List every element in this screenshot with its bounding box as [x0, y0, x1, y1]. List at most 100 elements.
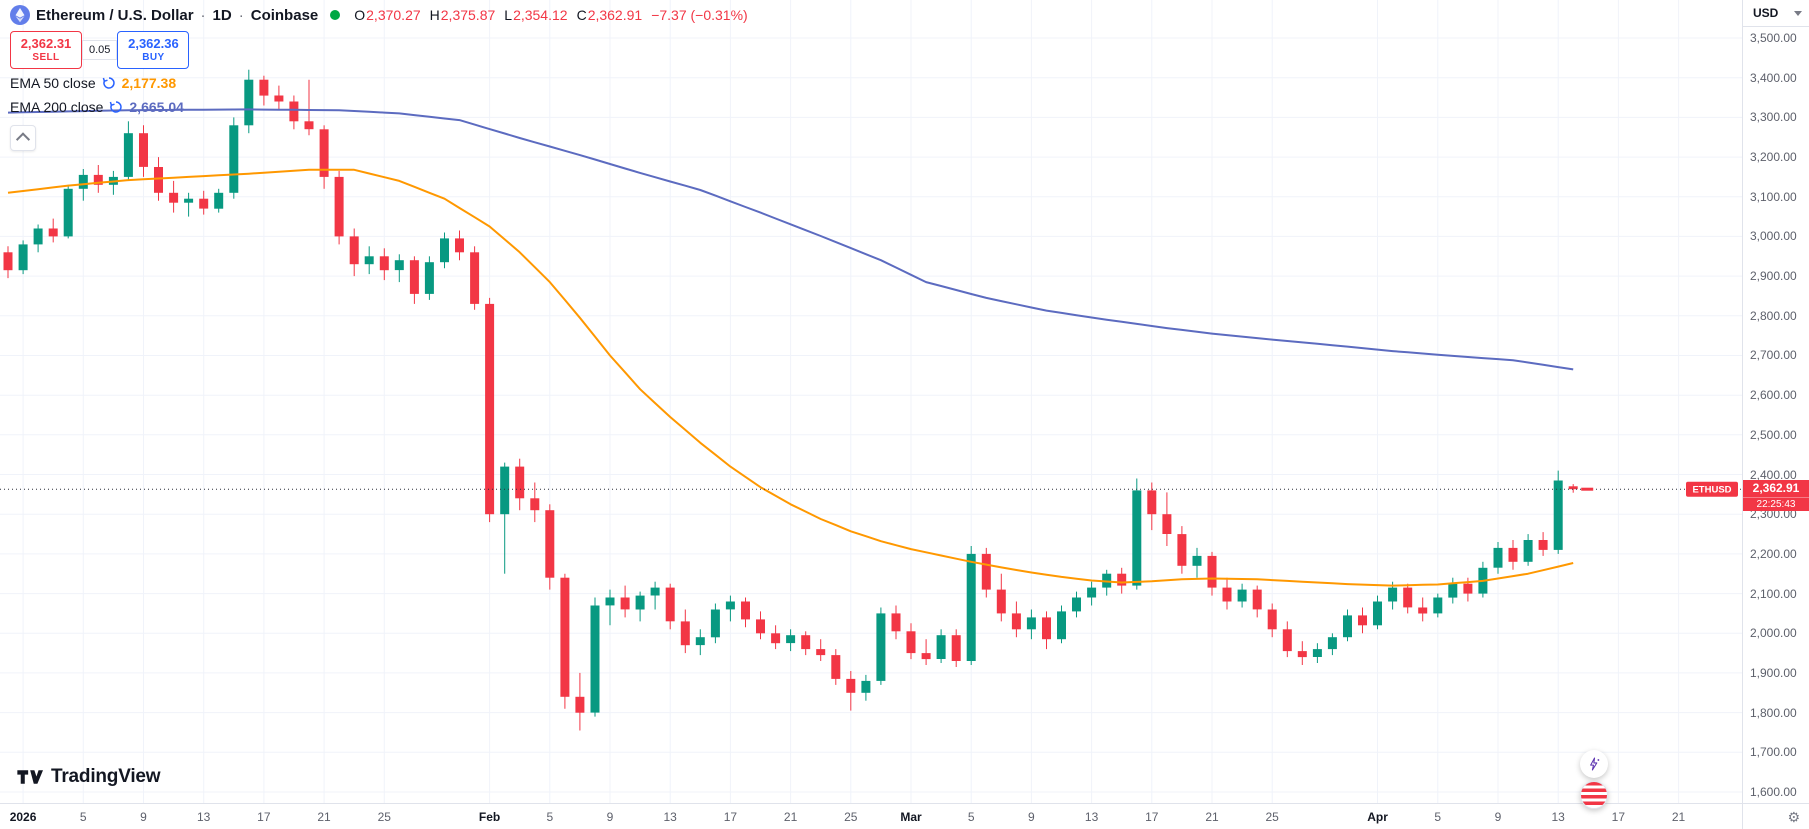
- refresh-icon: [109, 100, 123, 114]
- price-change: −7.37 (−0.31%): [651, 7, 748, 23]
- title-separator: ·: [238, 6, 244, 24]
- ohlc-close-label: C: [576, 7, 587, 23]
- last-price-marker: [1581, 487, 1594, 491]
- time-axis-label: 13: [1084, 810, 1099, 824]
- time-axis-label: 9: [1494, 810, 1502, 824]
- price-axis-label: 2,600.00: [1750, 388, 1797, 403]
- sell-price: 2,362.31: [20, 35, 72, 51]
- indicator-value: 2,665.04: [129, 99, 184, 115]
- price-axis-label: 2,400.00: [1750, 467, 1797, 482]
- ohlc-low-label: L: [504, 7, 513, 23]
- price-axis-label: 2,200.00: [1750, 546, 1797, 561]
- time-axis-label: Mar: [900, 810, 922, 824]
- lightning-icon: [1586, 756, 1602, 772]
- price-axis-label: 3,400.00: [1750, 70, 1797, 85]
- gridlines: [0, 0, 1742, 803]
- chart-legend: Ethereum / U.S. Dollar · 1D · Coinbase O…: [10, 5, 748, 151]
- time-axis-label: 5: [79, 810, 87, 824]
- price-axis-label: 1,700.00: [1750, 745, 1797, 760]
- time-axis-label: Apr: [1367, 810, 1388, 824]
- promo-icon[interactable]: [1580, 781, 1608, 809]
- bar-countdown: 22:25:43: [1743, 497, 1809, 511]
- indicator-name: EMA 50 close: [10, 75, 96, 91]
- ohlc-open-label: O: [354, 7, 366, 23]
- time-axis-label: 25: [1265, 810, 1279, 824]
- time-axis-label: 21: [317, 810, 331, 824]
- title-separator: ·: [200, 6, 206, 24]
- market-status-icon: [330, 10, 341, 20]
- last-price-axis-label: 2,362.91 22:25:43: [1743, 480, 1809, 512]
- time-axis-label: 5: [546, 810, 554, 824]
- indicator-row[interactable]: EMA 50 close 2,177.38: [10, 73, 176, 93]
- time-axis-label: 5: [967, 810, 975, 824]
- refresh-icon: [102, 76, 116, 90]
- time-axis-label: 9: [140, 810, 147, 824]
- symbol-exchange: Coinbase: [250, 6, 319, 24]
- time-axis-label: 25: [844, 810, 858, 824]
- chevron-down-icon: [1794, 10, 1802, 16]
- flash-ideas-button[interactable]: [1580, 750, 1608, 778]
- sell-button[interactable]: 2,362.31 SELL: [10, 31, 82, 69]
- price-axis-label: 1,800.00: [1750, 705, 1797, 720]
- time-axis-label: 2026: [9, 810, 37, 824]
- price-axis-label: 1,900.00: [1750, 665, 1797, 680]
- price-axis-label: 3,500.00: [1750, 31, 1797, 45]
- chevron-up-icon: [15, 132, 31, 147]
- ema-200-line: [7, 108, 1574, 371]
- currency-toggle[interactable]: USD: [1743, 0, 1809, 27]
- ema-50-line: [7, 168, 1574, 587]
- time-axis-label: 5: [1434, 810, 1442, 824]
- price-axis-label: 3,300.00: [1750, 110, 1797, 125]
- spread-box: 0.05: [82, 40, 118, 60]
- time-axis-label: 9: [606, 810, 614, 824]
- tradingview-mark-icon: [16, 766, 43, 788]
- candlestick-chart[interactable]: ETHUSD: [0, 0, 1742, 803]
- gear-icon[interactable]: ⚙: [1787, 808, 1800, 825]
- price-axis-label: 2,800.00: [1750, 308, 1797, 323]
- price-axis-label: 2,000.00: [1750, 626, 1797, 641]
- price-axis-label: 2,900.00: [1750, 269, 1797, 284]
- price-axis-label: 2,500.00: [1750, 427, 1797, 442]
- buy-button[interactable]: 2,362.36 BUY: [117, 31, 190, 69]
- sell-label: SELL: [32, 52, 60, 64]
- buy-label: BUY: [142, 52, 165, 64]
- tradingview-logo-text: TradingView: [51, 766, 161, 787]
- time-axis-label: 13: [663, 810, 677, 824]
- ohlc-readout: O 2,370.27 H 2,375.87 L 2,354.12 C 2,362.91 …: [354, 7, 747, 23]
- axis-corner: ⚙: [1742, 803, 1809, 829]
- order-panel: 2,362.31 SELL 0.05 2,362.36 BUY: [10, 31, 190, 69]
- time-axis-label: 17: [723, 810, 738, 824]
- price-axis-label: 1,600.00: [1750, 785, 1797, 799]
- price-axis-label: 3,000.00: [1750, 229, 1797, 244]
- time-axis[interactable]: 2026 5 9 13 17 21 25 Feb 5 9 13 17 21 25 Mar 5 9 13 17 21 25…: [0, 803, 1742, 829]
- indicator-value: 2,177.38: [121, 75, 177, 91]
- time-axis-label: 21: [1671, 810, 1686, 824]
- time-axis-label: 17: [1611, 810, 1626, 824]
- last-price-value: 2,362.91: [1752, 481, 1800, 496]
- symbol-legend[interactable]: Ethereum / U.S. Dollar · 1D · Coinbase O…: [10, 5, 748, 25]
- candles-group: [3, 69, 1578, 731]
- ohlc-close-value: 2,362.91: [587, 7, 643, 23]
- indicator-row[interactable]: EMA 200 close 2,665.04: [10, 97, 184, 117]
- ohlc-high-value: 2,375.87: [440, 7, 496, 23]
- ethereum-icon: [10, 5, 30, 25]
- buy-price: 2,362.36: [128, 35, 179, 51]
- time-axis-label: 13: [196, 810, 211, 824]
- tradingview-logo[interactable]: TradingView: [16, 766, 161, 788]
- time-axis-label: 25: [377, 810, 391, 824]
- time-axis-label: 17: [1145, 810, 1159, 824]
- collapse-legend-button[interactable]: [10, 125, 36, 151]
- ohlc-high-label: H: [429, 7, 440, 23]
- time-axis-label: 17: [257, 810, 271, 824]
- price-axis-label: 3,100.00: [1750, 189, 1797, 204]
- ohlc-open-value: 2,370.27: [366, 7, 421, 23]
- price-axis-label: 3,200.00: [1750, 150, 1797, 165]
- svg-text:ETHUSD: ETHUSD: [1692, 485, 1731, 496]
- price-axis[interactable]: USD 2,362.91 22:25:43 3,500.00 3,400.00 3,…: [1742, 0, 1809, 803]
- time-axis-label: 21: [1205, 810, 1219, 824]
- floating-buttons: [1580, 750, 1608, 809]
- time-axis-label: 9: [1028, 810, 1035, 824]
- symbol-price-tag: ETHUSD: [1686, 481, 1738, 497]
- time-axis-label: Feb: [478, 810, 501, 824]
